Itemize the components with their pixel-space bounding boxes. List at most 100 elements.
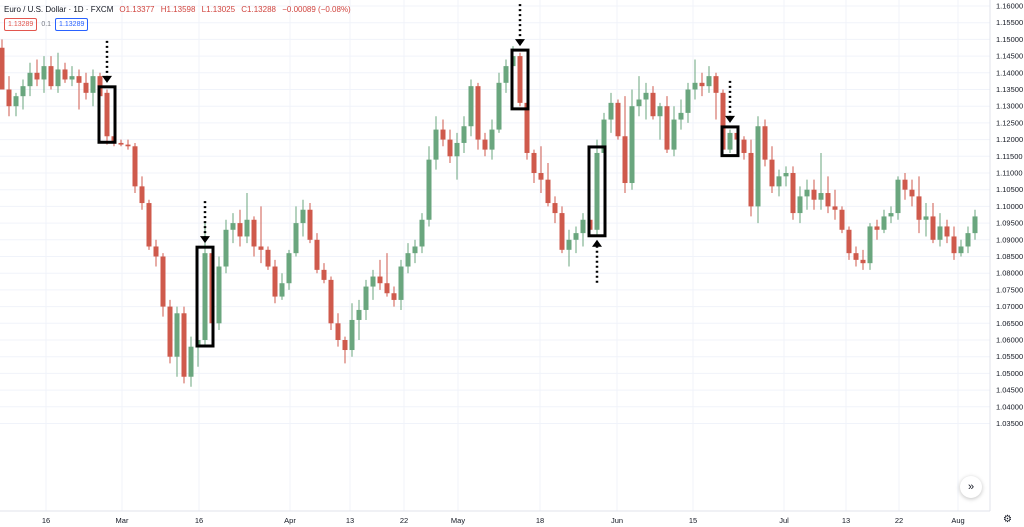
candle-body: [755, 126, 761, 207]
candle: [0, 39, 5, 90]
candle: [181, 306, 187, 384]
candle: [83, 72, 89, 100]
price-tick-label: 1.13000: [996, 102, 1023, 111]
arrow-down-icon: [725, 80, 735, 123]
price-tick-label: 1.11000: [996, 169, 1023, 178]
candle-body: [167, 306, 173, 357]
candle-body: [531, 152, 537, 173]
candle-body: [720, 92, 726, 150]
candle-body: [895, 179, 901, 214]
candle-body: [335, 323, 341, 340]
price-tick-label: 1.04500: [996, 386, 1023, 395]
candle: [314, 233, 320, 274]
candle-body: [853, 253, 859, 260]
candle: [433, 116, 439, 170]
candle: [69, 66, 75, 87]
candle: [573, 226, 579, 254]
candle: [958, 239, 964, 257]
candle-body: [594, 152, 600, 230]
candle: [846, 226, 852, 260]
candle: [41, 56, 47, 93]
time-tick-label: Apr: [284, 516, 296, 525]
candle: [167, 299, 173, 364]
candle: [944, 219, 950, 244]
candle-body: [188, 346, 194, 377]
candle-body: [377, 276, 383, 284]
candle: [461, 116, 467, 153]
time-tick-label: 18: [536, 516, 544, 525]
candle: [286, 249, 292, 290]
candle-body: [762, 126, 768, 160]
sell-button[interactable]: 1.13289: [4, 18, 38, 31]
candle-body: [958, 246, 964, 254]
candle: [671, 106, 677, 157]
candle: [629, 89, 635, 190]
candle-body: [265, 249, 271, 267]
candle: [244, 193, 250, 244]
arrow-down-icon: [200, 201, 210, 244]
scroll-to-realtime-button[interactable]: »: [960, 476, 982, 498]
candle: [503, 59, 509, 93]
price-tick-label: 1.03500: [996, 419, 1023, 428]
plot-area[interactable]: [0, 0, 990, 511]
highlight-box: [587, 145, 607, 238]
candle-body: [517, 56, 523, 103]
candle: [965, 226, 971, 254]
candle: [447, 129, 453, 163]
candle: [6, 76, 12, 117]
candle-body: [489, 129, 495, 150]
candle-body: [90, 76, 96, 93]
candle: [265, 246, 271, 270]
candle-body: [846, 229, 852, 254]
candle-body: [426, 159, 432, 220]
candle: [160, 253, 166, 317]
candle: [727, 129, 733, 153]
candle-body: [636, 99, 642, 107]
candle-body: [545, 179, 551, 204]
gear-icon[interactable]: ⚙: [1003, 514, 1012, 525]
candle-body: [769, 159, 775, 187]
time-tick-label: 16: [195, 516, 203, 525]
time-axis: 16 Mar 16 Apr 13 22 May 18 Jun 15 Jul 13 22 Aug: [0, 510, 990, 525]
candle: [636, 76, 642, 117]
candle-body: [930, 216, 936, 240]
candle: [559, 206, 565, 254]
candle: [972, 209, 978, 240]
candle-body: [391, 293, 397, 300]
symbol-title[interactable]: Euro / U.S. Dollar · 1D · FXCM: [4, 4, 114, 14]
candle-body: [48, 66, 54, 87]
candle-body: [909, 189, 915, 197]
candle: [48, 56, 54, 90]
buy-button[interactable]: 1.13289: [55, 18, 89, 31]
candle-body: [538, 173, 544, 180]
candle: [384, 253, 390, 297]
candle: [706, 66, 712, 93]
time-tick-label: 22: [895, 516, 903, 525]
candle: [377, 259, 383, 290]
candle-body: [559, 213, 565, 250]
candle-body: [972, 216, 978, 234]
candle: [356, 299, 362, 340]
candle-body: [797, 196, 803, 214]
candle: [13, 92, 19, 117]
candle: [608, 92, 614, 133]
candle: [293, 206, 299, 257]
arrow-down-icon: [102, 40, 112, 83]
candle-body: [671, 119, 677, 150]
candle: [153, 239, 159, 267]
candle-body: [76, 76, 82, 83]
candle: [405, 243, 411, 274]
price-tick-label: 1.07000: [996, 302, 1023, 311]
price-tick-label: 1.07500: [996, 285, 1023, 294]
price-tick-label: 1.06000: [996, 336, 1023, 345]
highlight-box: [720, 125, 740, 158]
candle: [888, 206, 894, 224]
candle: [594, 139, 600, 237]
candle: [146, 199, 152, 250]
price-tick-label: 1.10500: [996, 185, 1023, 194]
candle: [545, 162, 551, 207]
candle-body: [279, 283, 285, 297]
candle: [860, 249, 866, 270]
